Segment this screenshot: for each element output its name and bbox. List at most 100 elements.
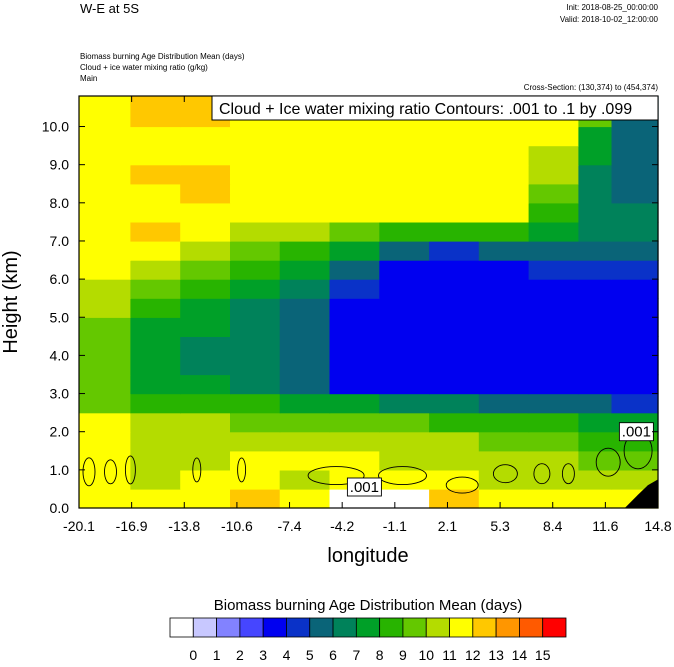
age-cell bbox=[478, 412, 530, 433]
age-cell bbox=[130, 164, 181, 185]
age-cell bbox=[180, 164, 231, 185]
age-cell bbox=[379, 393, 430, 414]
age-cell bbox=[578, 260, 613, 280]
age-cell bbox=[180, 298, 231, 318]
colorbar-label: 6 bbox=[329, 647, 337, 663]
age-cell bbox=[611, 317, 659, 337]
x-tick-label: -20.1 bbox=[63, 518, 95, 534]
y-tick-label: 8.0 bbox=[50, 195, 70, 211]
age-cell bbox=[279, 374, 331, 395]
age-cell bbox=[329, 221, 380, 242]
age-cell bbox=[279, 393, 331, 414]
age-cell bbox=[429, 183, 480, 204]
x-tick-label: -10.6 bbox=[221, 518, 253, 534]
age-cell bbox=[279, 145, 331, 166]
age-cell bbox=[611, 183, 659, 204]
age-cell bbox=[578, 317, 613, 337]
colorbar-swatch bbox=[309, 617, 334, 638]
x-tick-label: -7.4 bbox=[277, 518, 301, 534]
age-cell bbox=[130, 355, 181, 376]
age-cell bbox=[180, 412, 231, 433]
age-cell bbox=[478, 374, 530, 395]
colorbar-label: 8 bbox=[376, 647, 384, 663]
x-tick-label: 2.1 bbox=[438, 518, 458, 534]
age-cell bbox=[329, 260, 380, 280]
age-cell bbox=[230, 317, 281, 337]
age-cell bbox=[578, 202, 613, 223]
age-cell bbox=[279, 431, 331, 452]
age-cell bbox=[130, 336, 181, 356]
age-cell bbox=[230, 469, 281, 490]
age-cell bbox=[79, 202, 131, 223]
age-cell bbox=[180, 317, 231, 337]
age-cell bbox=[79, 221, 131, 242]
x-tick-label: -1.1 bbox=[383, 518, 407, 534]
age-cell bbox=[130, 393, 181, 414]
age-cell bbox=[578, 241, 613, 261]
age-cell bbox=[230, 221, 281, 242]
age-cell bbox=[130, 183, 181, 204]
contour-line bbox=[561, 463, 575, 485]
age-cell bbox=[180, 393, 231, 414]
age-cell bbox=[429, 488, 480, 509]
y-tick-label: 0.0 bbox=[50, 500, 70, 516]
age-cell bbox=[79, 96, 131, 128]
colorbar-swatch bbox=[472, 617, 497, 638]
age-cell bbox=[611, 355, 659, 376]
colorbar-label: 14 bbox=[512, 647, 528, 663]
axis-ticks: -20.1 -16.9 -13.8 -10.6 -7.4 -4.2 -1.1 2.1 5.3 8.… bbox=[42, 96, 672, 534]
age-cell bbox=[329, 279, 380, 299]
age-cell bbox=[429, 336, 480, 356]
age-cell bbox=[180, 145, 231, 166]
age-cell bbox=[329, 450, 380, 471]
age-cell bbox=[79, 412, 131, 433]
age-cell bbox=[329, 298, 380, 318]
age-cell bbox=[429, 298, 480, 318]
contour-line bbox=[104, 459, 117, 485]
age-cell bbox=[379, 336, 430, 356]
age-cell bbox=[429, 221, 480, 242]
age-cell bbox=[230, 412, 281, 433]
age-cell bbox=[180, 374, 231, 395]
age-cell bbox=[79, 279, 131, 299]
age-cell bbox=[578, 469, 613, 490]
init-time: Init: 2018-08-25_00:00:00 bbox=[566, 3, 658, 12]
age-cell bbox=[130, 298, 181, 318]
age-cell bbox=[329, 202, 380, 223]
age-cell bbox=[611, 260, 659, 280]
age-cell bbox=[230, 355, 281, 376]
colorbar-label: 2 bbox=[236, 647, 244, 663]
age-cell bbox=[329, 126, 380, 147]
age-cell bbox=[429, 469, 480, 490]
y-tick-label: 7.0 bbox=[50, 233, 70, 249]
age-cell bbox=[611, 145, 659, 166]
colorbar-label: 1 bbox=[213, 647, 221, 663]
contour-info: Cloud + Ice water mixing ratio Contours:… bbox=[219, 101, 632, 118]
cross-section-label: Cross-Section: (130,374) to (454,374) bbox=[524, 83, 659, 92]
age-cell bbox=[611, 126, 659, 147]
contour-line bbox=[237, 457, 247, 483]
y-axis-label: Height (km) bbox=[0, 250, 22, 353]
contour-line bbox=[82, 457, 96, 487]
age-cell bbox=[279, 469, 331, 490]
age-cell bbox=[329, 374, 380, 395]
age-cell bbox=[329, 183, 380, 204]
age-cell bbox=[379, 374, 430, 395]
age-cell bbox=[279, 183, 331, 204]
age-cell bbox=[79, 431, 131, 452]
age-cell bbox=[79, 374, 131, 395]
age-cell bbox=[528, 221, 579, 242]
age-cell bbox=[379, 241, 430, 261]
age-cell bbox=[578, 393, 613, 414]
age-cell bbox=[429, 431, 480, 452]
age-cell bbox=[180, 183, 231, 204]
age-cell bbox=[230, 488, 281, 509]
age-cell bbox=[478, 393, 530, 414]
age-cell bbox=[230, 126, 281, 147]
contour-line bbox=[307, 466, 365, 486]
age-cell bbox=[528, 469, 579, 490]
age-cell bbox=[79, 241, 131, 261]
x-tick-label: -16.9 bbox=[116, 518, 148, 534]
age-cell bbox=[478, 298, 530, 318]
